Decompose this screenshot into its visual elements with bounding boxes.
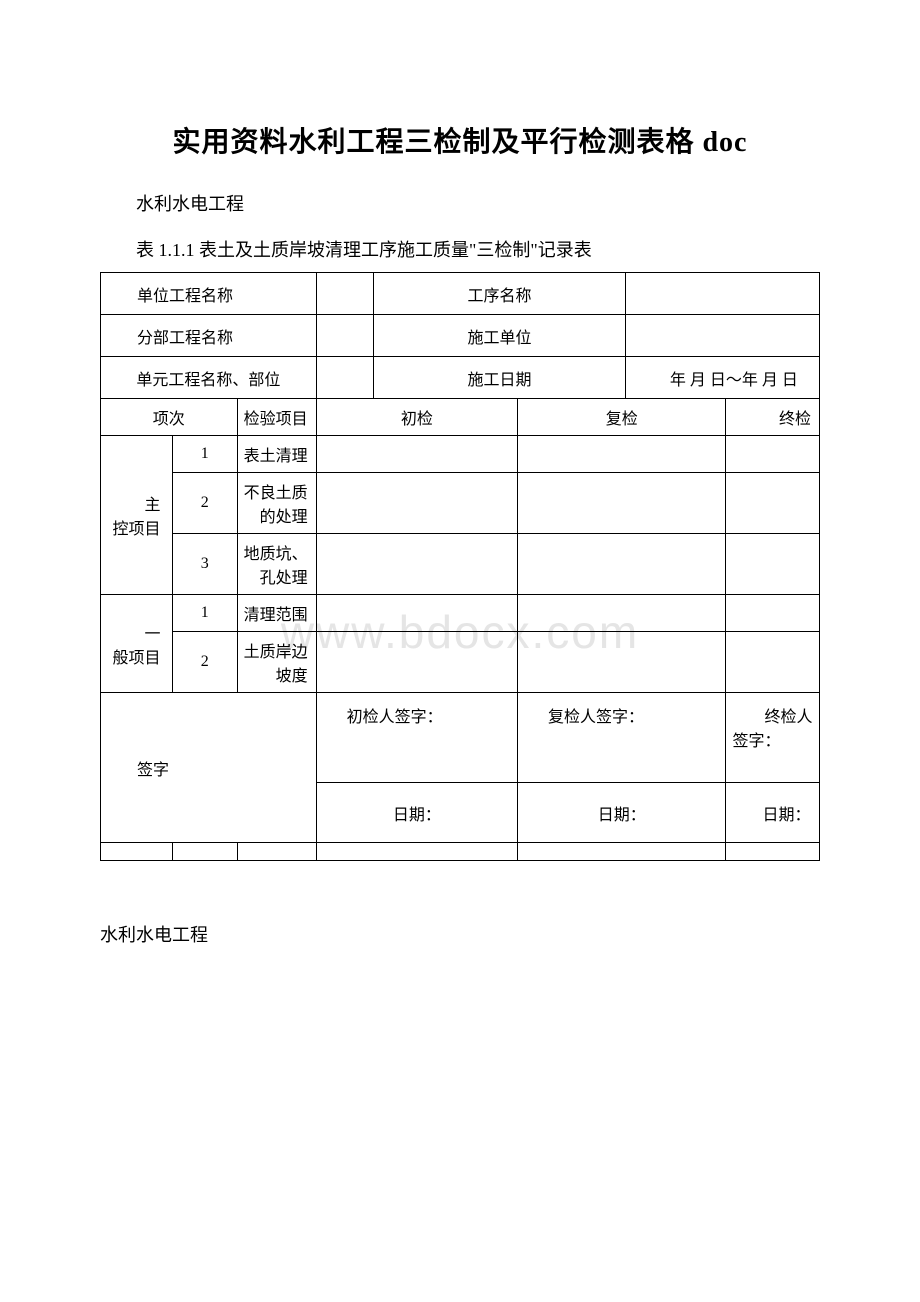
final-date: 日期： [726,783,820,843]
row-num: 1 [172,595,237,632]
final-cell [726,534,820,595]
unit-name-part-label: 单元工程名称、部位 [101,357,317,399]
col-inspect-item: 检验项目 [237,399,316,436]
initial-cell [316,473,517,534]
process-name-label: 工序名称 [374,273,626,315]
signature-row: 签字 初检人签字： 复检人签字： 终检人签字： [101,693,820,783]
signature-label: 签字 [101,693,317,843]
document-title: 实用资料水利工程三检制及平行检测表格 doc [100,120,820,160]
table-row: 主控项目 1 表土清理 [101,436,820,473]
initial-cell [316,632,517,693]
re-cell [517,632,726,693]
unit-name-part-value [316,357,374,399]
final-cell [726,436,820,473]
sub-project-value [316,315,374,357]
final-sign: 终检人签字： [726,693,820,783]
inspection-table: 单位工程名称 工序名称 分部工程名称 施工单位 单元工程名称、部位 施工日期 年… [100,272,820,861]
row-name: 地质坑、孔处理 [237,534,316,595]
re-cell [517,436,726,473]
initial-cell [316,595,517,632]
sub-project-label: 分部工程名称 [101,315,317,357]
table-row: 3 地质坑、孔处理 [101,534,820,595]
general-items-label: 一般项目 [101,595,173,693]
empty-row [101,843,820,861]
initial-cell [316,534,517,595]
re-cell [517,595,726,632]
construct-date-label: 施工日期 [374,357,626,399]
footer-text: 水利水电工程 [100,921,820,947]
col-re-inspect: 复检 [517,399,726,436]
col-item-order: 项次 [101,399,238,436]
re-date: 日期： [517,783,726,843]
re-cell [517,473,726,534]
re-cell [517,534,726,595]
construct-unit-value [625,315,819,357]
unit-project-label: 单位工程名称 [101,273,317,315]
construct-unit-label: 施工单位 [374,315,626,357]
final-cell [726,595,820,632]
final-cell [726,473,820,534]
main-items-label: 主控项目 [101,436,173,595]
row-num: 3 [172,534,237,595]
table-row: 2 不良土质的处理 [101,473,820,534]
re-sign: 复检人签字： [517,693,726,783]
subtitle: 水利水电工程 [100,190,820,216]
initial-sign: 初检人签字： [316,693,517,783]
row-num: 2 [172,632,237,693]
col-final-inspect: 终检 [726,399,820,436]
row-name: 表土清理 [237,436,316,473]
initial-date: 日期： [316,783,517,843]
row-num: 1 [172,436,237,473]
row-name: 清理范围 [237,595,316,632]
table-caption: 表 1.1.1 表土及土质岸坡清理工序施工质量"三检制"记录表 [100,236,820,262]
construct-date-value: 年 月 日～年 月 日 [625,357,819,399]
process-name-value [625,273,819,315]
row-name: 土质岸边坡度 [237,632,316,693]
final-cell [726,632,820,693]
initial-cell [316,436,517,473]
table-row: 2 土质岸边坡度 [101,632,820,693]
row-num: 2 [172,473,237,534]
unit-project-value [316,273,374,315]
col-initial-inspect: 初检 [316,399,517,436]
row-name: 不良土质的处理 [237,473,316,534]
table-row: 一般项目 1 清理范围 [101,595,820,632]
